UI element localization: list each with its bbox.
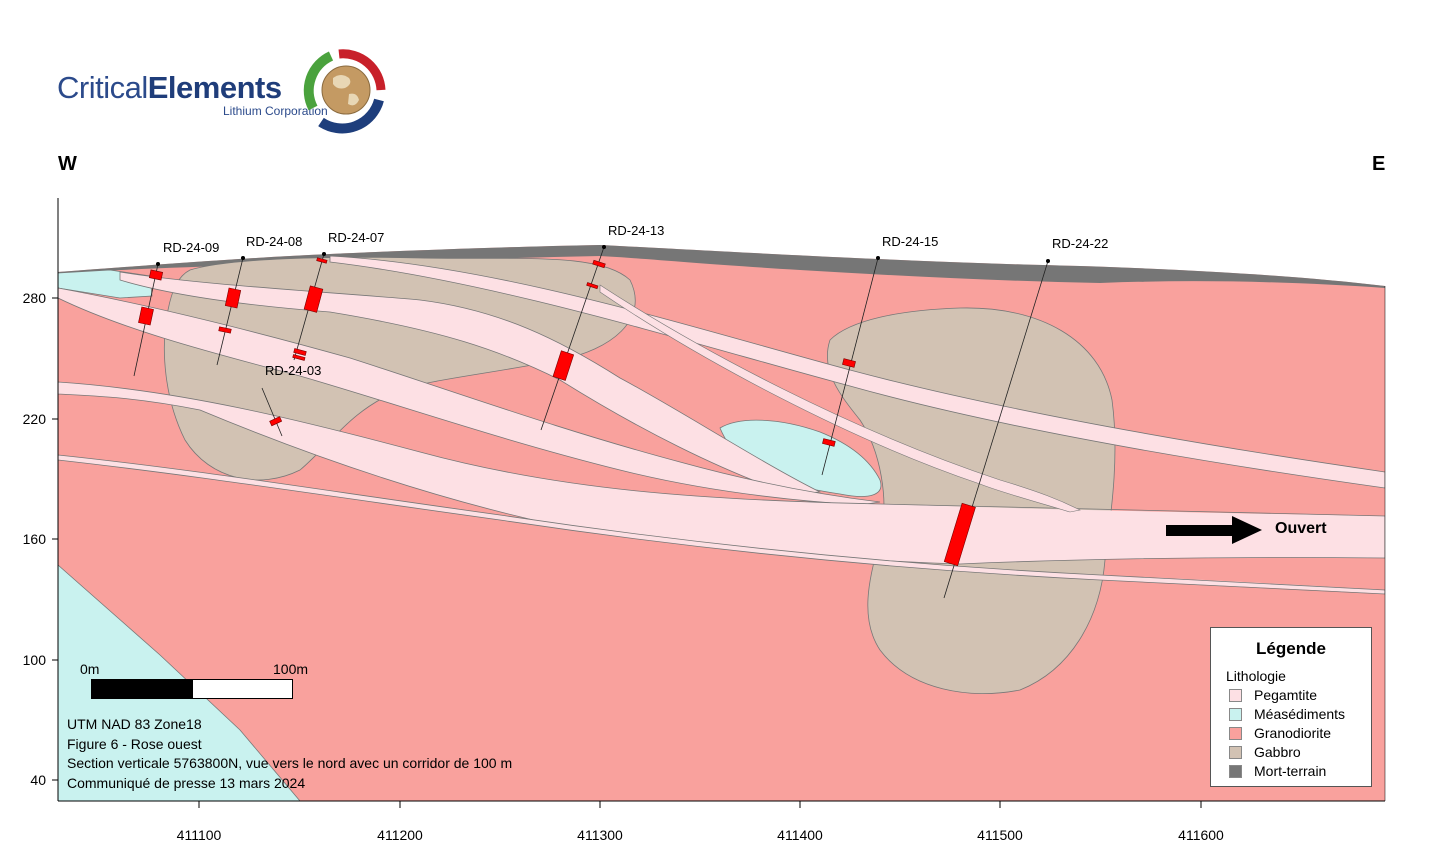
pegmatite-dyke-lower (58, 454, 1385, 595)
drill-hole-labels: RD-24-09 RD-24-08 RD-24-07 RD-24-03 RD-2… (163, 223, 1108, 378)
legend-subtitle: Lithologie (1226, 668, 1286, 684)
legend-item-metasediments: Méasédiments (1229, 705, 1345, 723)
x-tick-label: 411300 (577, 827, 623, 843)
collar-marker (876, 256, 880, 260)
drill-hole-label: RD-24-22 (1052, 236, 1108, 251)
collar-marker (322, 252, 326, 256)
legend-item-pegmatite: Pegamtite (1229, 686, 1317, 704)
collar-marker (602, 245, 606, 249)
interval-marker (303, 285, 324, 313)
legend-swatch (1229, 726, 1242, 740)
open-label: Ouvert (1275, 520, 1327, 537)
y-tick-label: 160 (23, 531, 47, 547)
open-arrow (1166, 516, 1262, 544)
y-ticks: 280 220 160 100 40 (23, 290, 58, 788)
legend-swatch (1229, 745, 1242, 759)
interval-marker (218, 326, 232, 334)
interval-marker (138, 306, 154, 326)
drill-hole-label: RD-24-15 (882, 234, 938, 249)
legend-swatch (1229, 688, 1242, 702)
interval-marker (586, 282, 599, 290)
legend-item-granodiorite: Granodiorite (1229, 724, 1331, 742)
drill-trace-rd-24-03 (261, 387, 283, 437)
drill-hole-label: RD-24-08 (246, 234, 302, 249)
legend-label: Méasédiments (1254, 706, 1346, 722)
pegmatite-stringer (599, 284, 1081, 513)
interval-marker (943, 502, 976, 567)
x-tick-label: 411200 (377, 827, 423, 843)
legend-item-gabbro: Gabbro (1229, 743, 1301, 761)
note-line: Communiqué de presse 13 mars 2024 (67, 774, 306, 791)
drill-hole-label: RD-24-03 (265, 363, 321, 378)
interval-marker (552, 350, 575, 381)
logo-word-critical: Critical (57, 70, 148, 105)
drill-hole-label: RD-24-07 (328, 230, 384, 245)
interval-marker (822, 438, 836, 447)
scale-bar: 0m 100m (80, 661, 320, 711)
collar-marker (241, 256, 245, 260)
collar-marker (1046, 259, 1050, 263)
scale-segment-white (192, 679, 293, 699)
x-tick-label: 411400 (777, 827, 823, 843)
legend: Légende Lithologie Pegamtite Méasédiment… (1210, 627, 1372, 787)
interval-marker (148, 269, 164, 281)
legend-label: Pegamtite (1254, 687, 1318, 703)
interval-marker (592, 259, 606, 269)
legend-swatch (1229, 707, 1242, 721)
gabbro-east (826, 307, 1116, 695)
legend-label: Gabbro (1254, 744, 1301, 760)
interval-marker (293, 348, 307, 356)
logo-word-elements: Elements (147, 70, 282, 105)
x-ticks: 411100 411200 411300 411400 411500 41160… (177, 801, 1224, 843)
logo-subtitle: Lithium Corporation (223, 104, 328, 118)
x-tick-label: 411600 (1178, 827, 1224, 843)
east-label: E (1372, 153, 1386, 175)
collar-marker (156, 262, 160, 266)
figure-notes: UTM NAD 83 Zone18 Figure 6 - Rose ouest … (67, 715, 512, 793)
scale-segment-black (91, 679, 193, 699)
note-line: Figure 6 - Rose ouest (67, 735, 202, 752)
drill-trace-rd-24-08 (216, 257, 244, 366)
drill-trace-rd-24-13 (540, 246, 605, 431)
interval-marker (224, 287, 242, 309)
legend-item-overburden: Mort-terrain (1229, 762, 1326, 780)
west-label: W (58, 153, 77, 175)
y-tick-label: 280 (23, 290, 47, 306)
y-tick-label: 220 (23, 411, 47, 427)
drill-collars (156, 245, 1050, 266)
legend-title: Légende (1256, 639, 1326, 658)
legend-label: Mort-terrain (1254, 763, 1327, 779)
air-above-surface (58, 198, 1385, 286)
mineralized-intervals (138, 257, 976, 567)
scale-end-label: 100m (273, 661, 309, 677)
x-tick-label: 411100 (177, 827, 222, 843)
scale-start-label: 0m (80, 661, 100, 677)
note-line: Section verticale 5763800N, vue vers le … (67, 755, 513, 771)
y-tick-label: 40 (30, 772, 46, 788)
pegmatite-main-body (58, 381, 1385, 565)
interval-marker (842, 358, 856, 368)
interval-marker (316, 257, 328, 264)
drill-hole-label: RD-24-13 (608, 223, 664, 238)
legend-label: Granodiorite (1254, 725, 1332, 741)
y-tick-label: 100 (23, 652, 47, 668)
legend-swatch (1229, 764, 1242, 778)
x-tick-label: 411500 (977, 827, 1023, 843)
interval-marker (292, 354, 306, 361)
interval-marker (269, 416, 283, 427)
drill-hole-label: RD-24-09 (163, 240, 219, 255)
note-line: UTM NAD 83 Zone18 (67, 716, 202, 732)
globe-icon (303, 49, 386, 134)
company-logo: CriticalElements Lithium Corporation (55, 48, 395, 138)
overburden-layer (58, 245, 1385, 288)
